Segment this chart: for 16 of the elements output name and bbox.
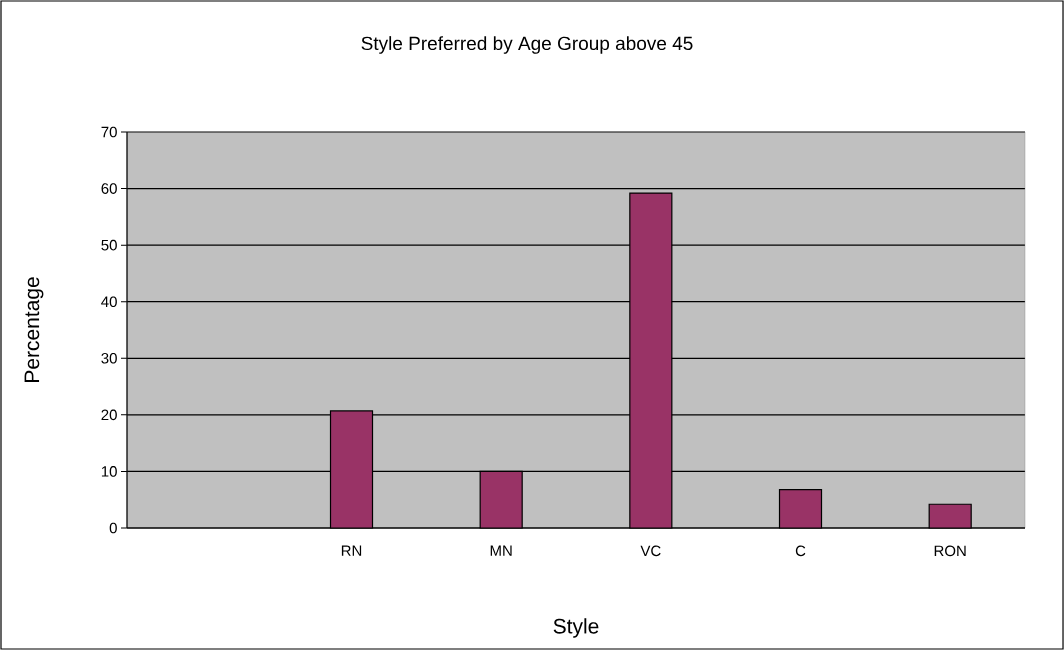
y-axis-title: Percentage	[24, 277, 44, 382]
y-tick-label: 20	[101, 409, 117, 421]
chart-title: Style Preferred by Age Group above 45	[361, 36, 693, 54]
x-tick-label: MN	[490, 545, 512, 556]
y-tick-label: 50	[101, 239, 117, 251]
x-tick-label: C	[795, 545, 806, 557]
x-tick-label: VC	[640, 545, 661, 557]
y-tick-label: 30	[101, 352, 117, 364]
y-tick-label: 0	[109, 522, 117, 534]
y-tick-label: 40	[101, 296, 117, 308]
x-tick-label: RN	[341, 545, 362, 556]
y-tick-label: 10	[101, 466, 117, 477]
y-tick-label: 70	[101, 126, 117, 138]
y-tick-label: 60	[101, 183, 117, 194]
x-axis-title: Style	[553, 618, 599, 638]
x-tick-label: RON	[934, 545, 966, 557]
